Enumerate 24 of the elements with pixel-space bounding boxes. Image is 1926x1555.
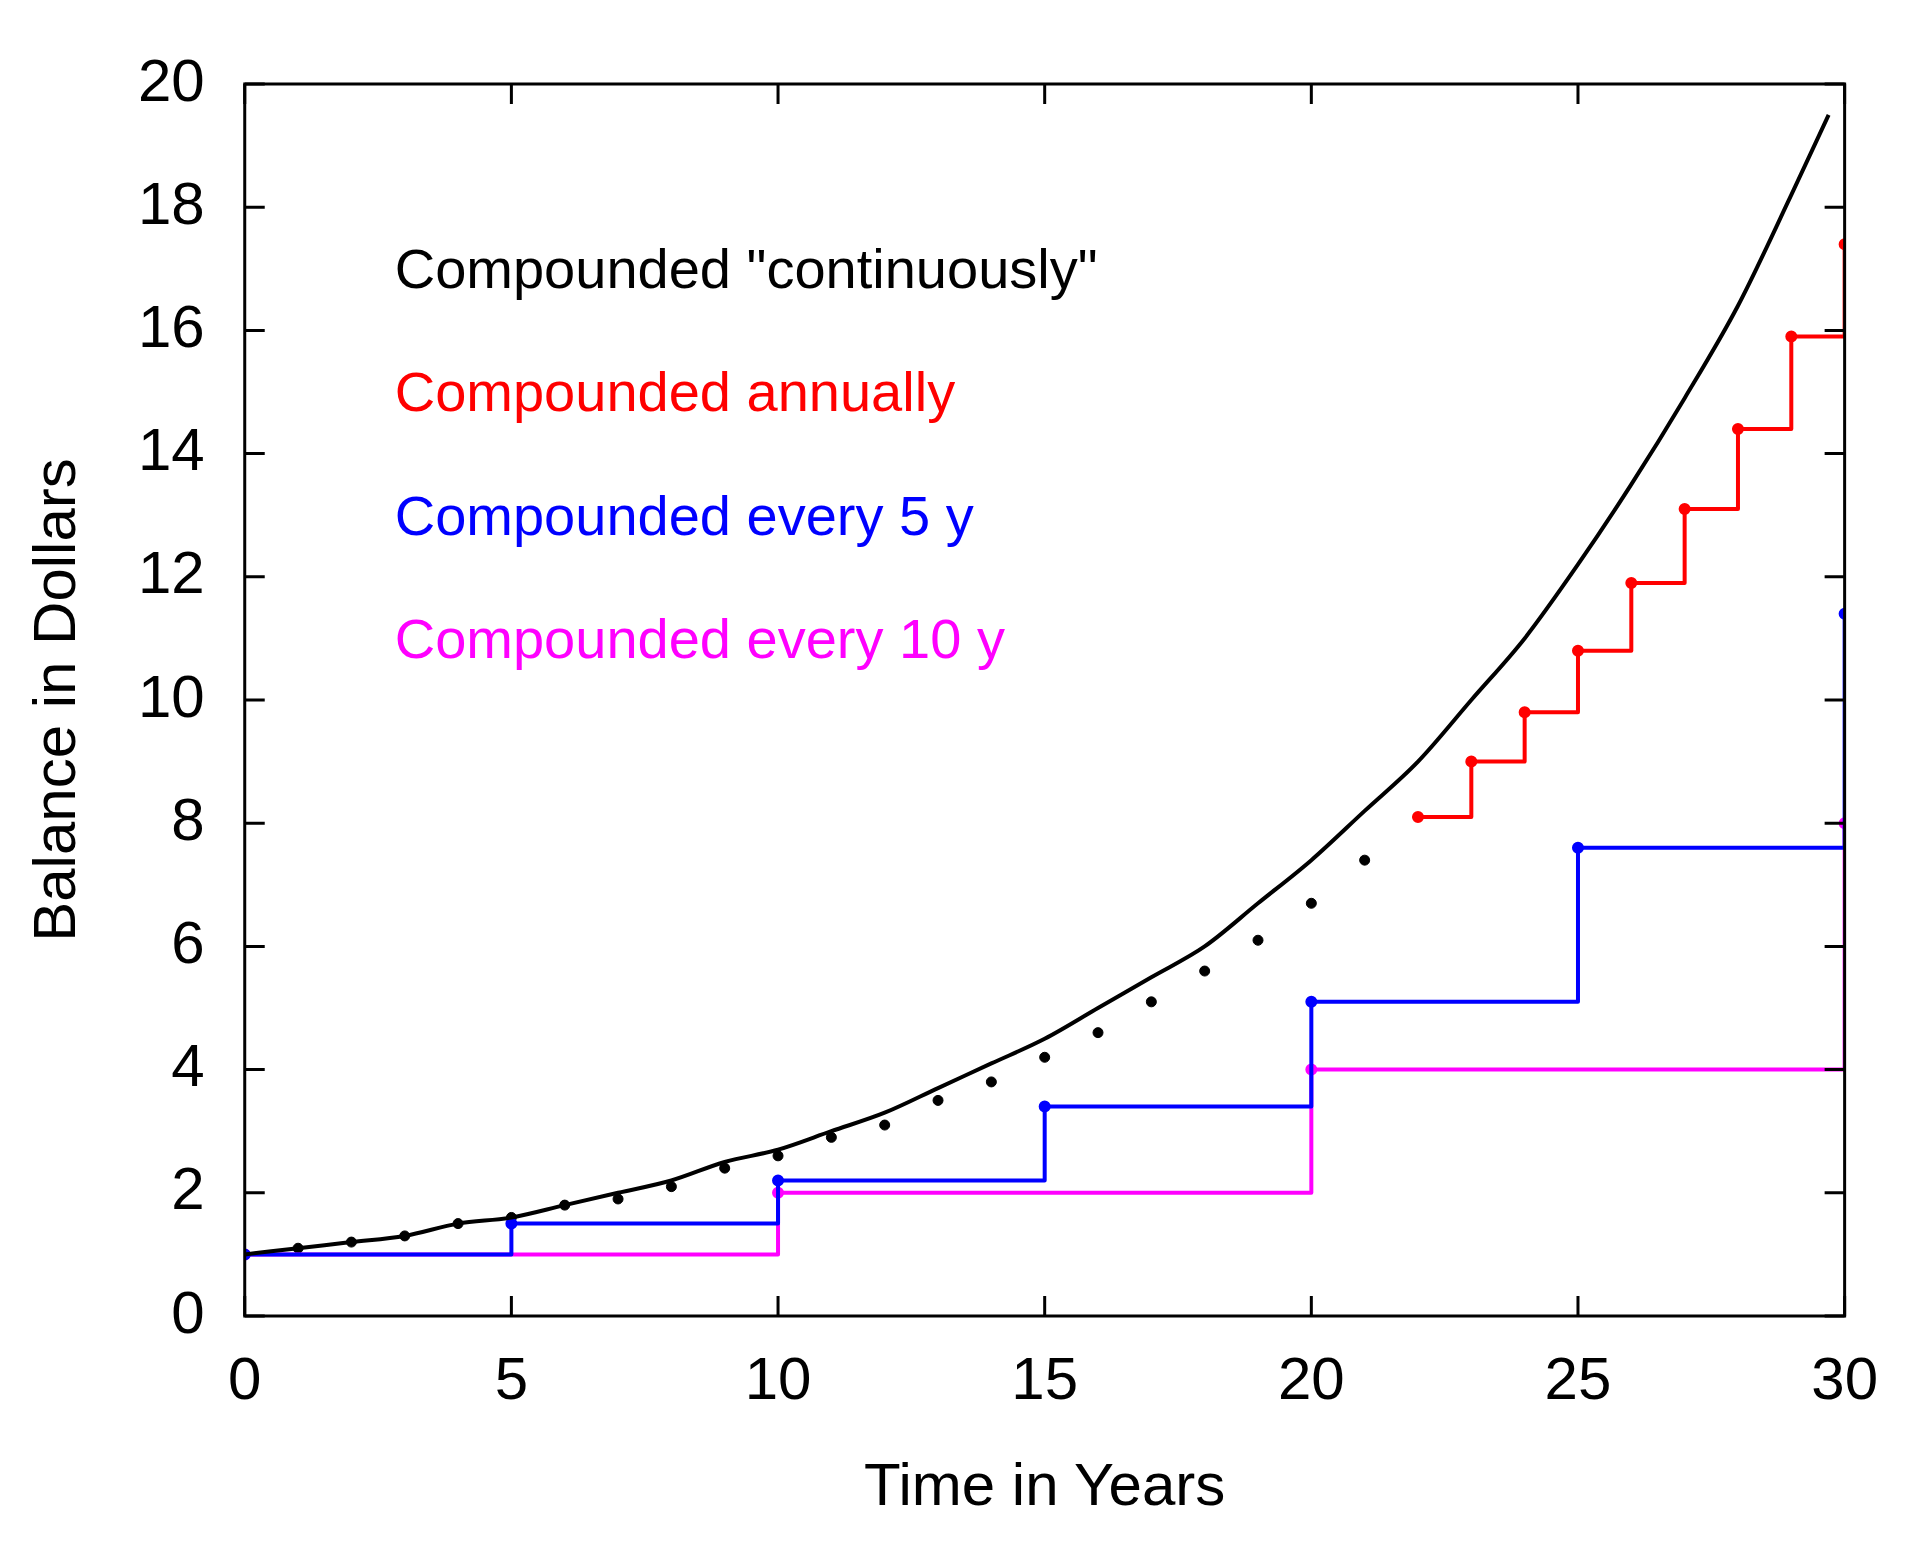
x-tick-label: 15	[1011, 1344, 1079, 1412]
y-tick-label: 8	[171, 785, 205, 853]
x-tick-label: 25	[1544, 1344, 1612, 1412]
y-tick-label: 0	[171, 1278, 205, 1346]
x-tick-label: 30	[1811, 1344, 1879, 1412]
y-tick-label: 2	[171, 1155, 205, 1223]
y-tick-label: 10	[137, 662, 205, 730]
text: Compounded "continuously"	[394, 236, 1098, 303]
x-tick-label: 0	[228, 1344, 262, 1412]
text: Compounded every 10 y	[394, 605, 1005, 672]
x-axis-title: Time in Years	[864, 1450, 1226, 1518]
text: Compounded every 5 y	[394, 482, 974, 549]
y-tick-label: 16	[137, 292, 205, 360]
y-tick-label: 6	[171, 908, 205, 976]
y-tick-label: 14	[137, 416, 205, 484]
x-tick-label: 20	[1277, 1344, 1345, 1412]
x-tick-label: 5	[494, 1344, 529, 1412]
y-tick-label: 20	[137, 46, 205, 114]
y-tick-label: 12	[137, 539, 205, 607]
y-tick-label: 18	[137, 169, 205, 237]
text: Compounded annually	[394, 359, 956, 426]
y-tick-label: 4	[171, 1032, 205, 1100]
x-tick-label: 10	[744, 1344, 812, 1412]
y-axis-title: Balance in Dollars	[20, 458, 88, 942]
